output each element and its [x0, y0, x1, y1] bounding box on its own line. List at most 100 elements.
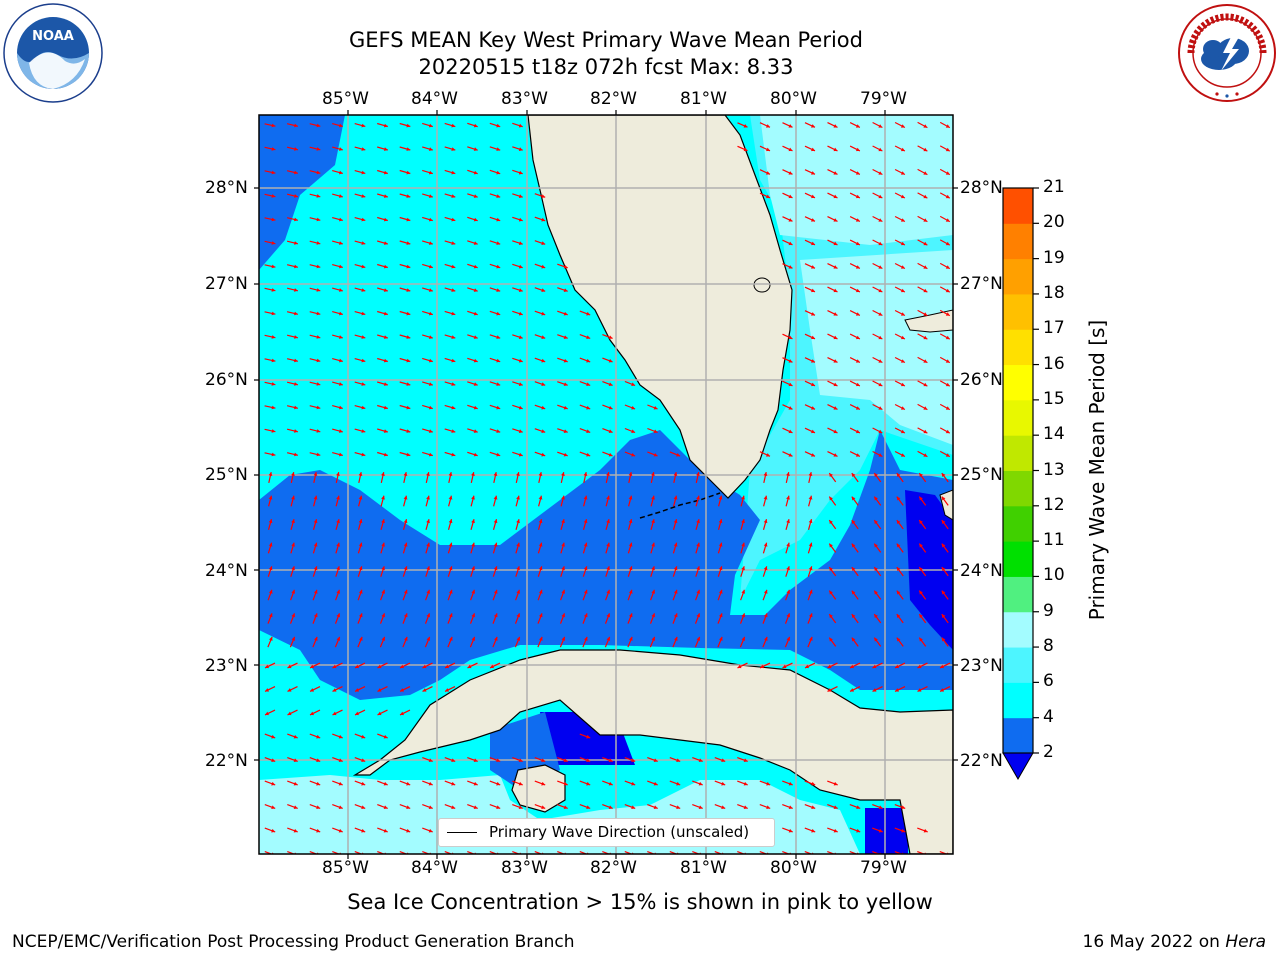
wave-arrow-head — [271, 123, 276, 128]
wave-arrow-head — [917, 688, 922, 692]
wave-arrow-head — [696, 472, 700, 476]
wave-arrow-head — [829, 590, 833, 595]
wave-arrow-head — [361, 452, 366, 457]
wave-arrow-head — [293, 781, 298, 786]
wave-arrow-head — [291, 472, 295, 476]
wave-arrow-head — [811, 406, 815, 410]
wave-arrow-head — [406, 405, 411, 410]
wave-arrow-head — [428, 147, 433, 151]
wave-arrow-head — [473, 170, 478, 175]
colorbar-bin — [1003, 682, 1033, 719]
wave-arrow-head — [561, 566, 565, 571]
wave-arrow-head — [923, 288, 928, 293]
wave-arrow-head — [743, 758, 748, 762]
wave-arrow-head — [628, 613, 633, 618]
wave-arrow-head — [471, 519, 475, 524]
wave-arrow-head — [760, 664, 764, 669]
wave-arrow-head — [339, 382, 343, 386]
colorbar — [1002, 187, 1039, 781]
wave-arrow-head — [788, 265, 793, 269]
wave-arrow-head — [900, 265, 905, 269]
wave-arrow-head — [316, 734, 321, 739]
wave-arrow-head — [490, 664, 494, 669]
wave-arrow-head — [811, 429, 815, 434]
wave-arrow-head — [788, 218, 793, 222]
wave-arrow-head — [811, 805, 816, 809]
wave-arrow-head — [763, 495, 768, 500]
wave-arrow-head — [896, 614, 901, 618]
wave-arrow-head — [696, 589, 700, 594]
lat-label-right: 25°N — [960, 465, 1003, 485]
wave-arrow-head — [606, 613, 610, 618]
wave-arrow-head — [332, 688, 337, 692]
wave-arrow-head — [428, 311, 433, 316]
wave-arrow-head — [332, 664, 337, 669]
wave-arrow-head — [473, 311, 478, 316]
wave-arrow-head — [339, 241, 343, 245]
lat-label-left: 23°N — [205, 656, 248, 676]
wave-arrow-head — [428, 217, 433, 222]
wave-arrow-head — [473, 452, 478, 457]
wave-arrow-head — [945, 171, 950, 175]
wave-arrow-head — [741, 589, 745, 594]
colorbar-tick-label: 17 — [1043, 318, 1065, 339]
wave-arrow-head — [901, 828, 906, 833]
wave-arrow-head — [496, 241, 501, 245]
wave-arrow-head — [339, 358, 343, 363]
footer-date: 16 May 2022 on Hera — [1083, 932, 1267, 952]
wave-arrow-head — [608, 382, 613, 386]
wave-arrow-head — [361, 429, 366, 433]
period-8-9-northeast — [760, 115, 953, 245]
wave-arrow-head — [538, 566, 543, 571]
wave-arrow-head — [361, 805, 366, 809]
wave-arrow-head — [583, 542, 588, 547]
wave-arrow-head — [606, 495, 610, 500]
wave-arrow-head — [923, 312, 928, 316]
lat-label-right: 27°N — [960, 274, 1003, 294]
wave-arrow-head — [766, 805, 771, 809]
wave-arrow-head — [808, 472, 813, 476]
wave-arrow-head — [786, 495, 790, 500]
wave-arrow-head — [945, 218, 950, 222]
wave-arrow-head — [541, 429, 546, 433]
wave-arrow-head — [448, 472, 453, 476]
wave-arrow-head — [583, 589, 588, 594]
wave-arrow-head — [653, 453, 658, 457]
lat-label-left: 28°N — [205, 178, 248, 198]
wave-arrow-head — [294, 405, 298, 410]
wave-arrow-head — [811, 218, 815, 222]
lon-label-bottom: 82°W — [590, 858, 637, 878]
wave-arrow-head — [629, 636, 633, 641]
wave-arrow-head — [855, 171, 860, 175]
wave-arrow-head — [381, 566, 385, 571]
wave-arrow-head — [361, 147, 366, 151]
wave-arrow-head — [451, 288, 456, 292]
wave-arrow-head — [923, 147, 928, 152]
wave-arrow-head — [786, 519, 790, 524]
wave-arrow-head — [268, 566, 273, 571]
wave-arrow-head — [336, 589, 340, 594]
wave-arrow-head — [833, 382, 838, 387]
wave-arrow-head — [383, 429, 388, 433]
wave-arrow-head — [561, 542, 565, 547]
colorbar-bin — [1003, 188, 1033, 224]
wave-arrow-head — [336, 519, 340, 524]
wave-arrow-head — [676, 453, 681, 457]
wave-arrow-head — [316, 241, 321, 245]
lon-label-bottom: 79°W — [860, 858, 907, 878]
wave-arrow-head — [851, 614, 856, 618]
wave-arrow-head — [901, 805, 906, 809]
wave-arrow-head — [541, 335, 546, 339]
wave-arrow-head — [608, 758, 613, 762]
wave-arrow-head — [496, 147, 501, 151]
wave-arrow-head — [651, 495, 655, 500]
wave-arrow-head — [518, 123, 523, 128]
wave-arrow-head — [287, 664, 292, 669]
colorbar-bin — [1003, 258, 1033, 295]
wave-arrow-head — [851, 496, 856, 501]
wave-arrow-head — [294, 452, 298, 457]
wave-arrow-head — [833, 241, 838, 246]
wave-arrow-head — [496, 781, 501, 786]
wave-arrow-head — [377, 711, 382, 716]
wave-arrow-head — [428, 170, 433, 175]
